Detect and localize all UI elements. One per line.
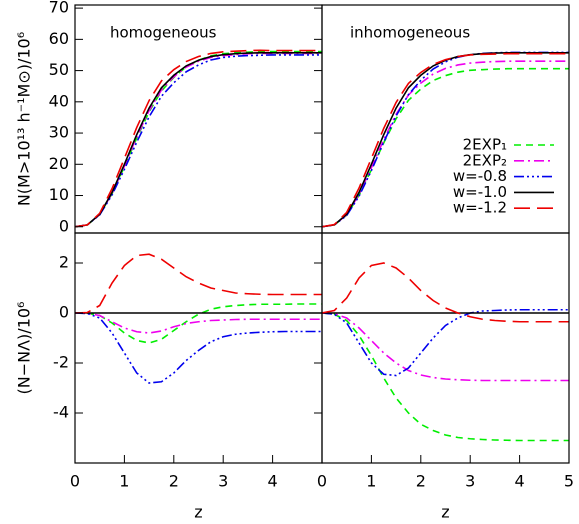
y-tick-label: 2 xyxy=(59,253,69,272)
x-tick-label: 1 xyxy=(119,472,129,491)
y-tick-label: 70 xyxy=(49,0,69,17)
y-tick-label: 20 xyxy=(49,154,69,173)
panel-annotation: inhomogeneous xyxy=(350,24,470,42)
x-tick-label: 0 xyxy=(70,472,80,491)
series-line xyxy=(322,52,569,228)
series-line xyxy=(75,312,322,334)
series-line xyxy=(75,50,322,228)
x-tick-label: 5 xyxy=(564,472,574,491)
series-line xyxy=(322,67,569,228)
series-line xyxy=(75,303,322,344)
x-tick-label: 2 xyxy=(169,472,179,491)
series-line xyxy=(322,51,569,228)
legend-label: 2EXP₁ xyxy=(463,136,507,154)
y-tick-label: -4 xyxy=(53,403,69,422)
series-line xyxy=(322,60,569,228)
x-tick-label: 0 xyxy=(317,472,327,491)
y-tick-label: 0 xyxy=(59,216,69,235)
legend-label: w=-1.2 xyxy=(453,199,507,217)
y-tick-label: 60 xyxy=(49,29,69,48)
series-line xyxy=(75,49,322,228)
y-tick-label: 30 xyxy=(49,123,69,142)
series-line xyxy=(75,54,322,228)
x-tick-label: 4 xyxy=(268,472,278,491)
series-line xyxy=(322,312,569,382)
y-tick-label: 10 xyxy=(49,185,69,204)
x-tick-label: 2 xyxy=(416,472,426,491)
series-line xyxy=(322,312,569,442)
series-line xyxy=(322,262,569,323)
panel-frame xyxy=(74,232,323,464)
x-axis-label: z xyxy=(441,503,449,522)
y-tick-label: -2 xyxy=(53,353,69,372)
y-axis-label: (N−NΛ)/10⁶ xyxy=(15,302,34,395)
series-line xyxy=(75,51,322,228)
x-axis-label: z xyxy=(194,503,202,522)
y-tick-label: 50 xyxy=(49,60,69,79)
series-line xyxy=(75,253,322,314)
x-tick-label: 3 xyxy=(465,472,475,491)
panel-frame xyxy=(321,232,570,464)
series-line xyxy=(322,308,569,377)
panel-annotation: homogeneous xyxy=(110,24,217,42)
y-tick-label: 40 xyxy=(49,91,69,110)
x-tick-label: 1 xyxy=(366,472,376,491)
series-line xyxy=(322,51,569,228)
y-axis-label: N(M>10¹³ h⁻¹M⊙)/10⁶ xyxy=(15,32,34,206)
legend-label: w=-1.0 xyxy=(453,183,507,201)
series-line xyxy=(75,312,322,384)
series-line xyxy=(75,52,322,228)
legend-label: 2EXP₂ xyxy=(463,151,507,169)
y-tick-label: 0 xyxy=(59,303,69,322)
x-tick-label: 3 xyxy=(218,472,228,491)
legend-label: w=-0.8 xyxy=(453,167,507,185)
x-tick-label: 4 xyxy=(515,472,525,491)
